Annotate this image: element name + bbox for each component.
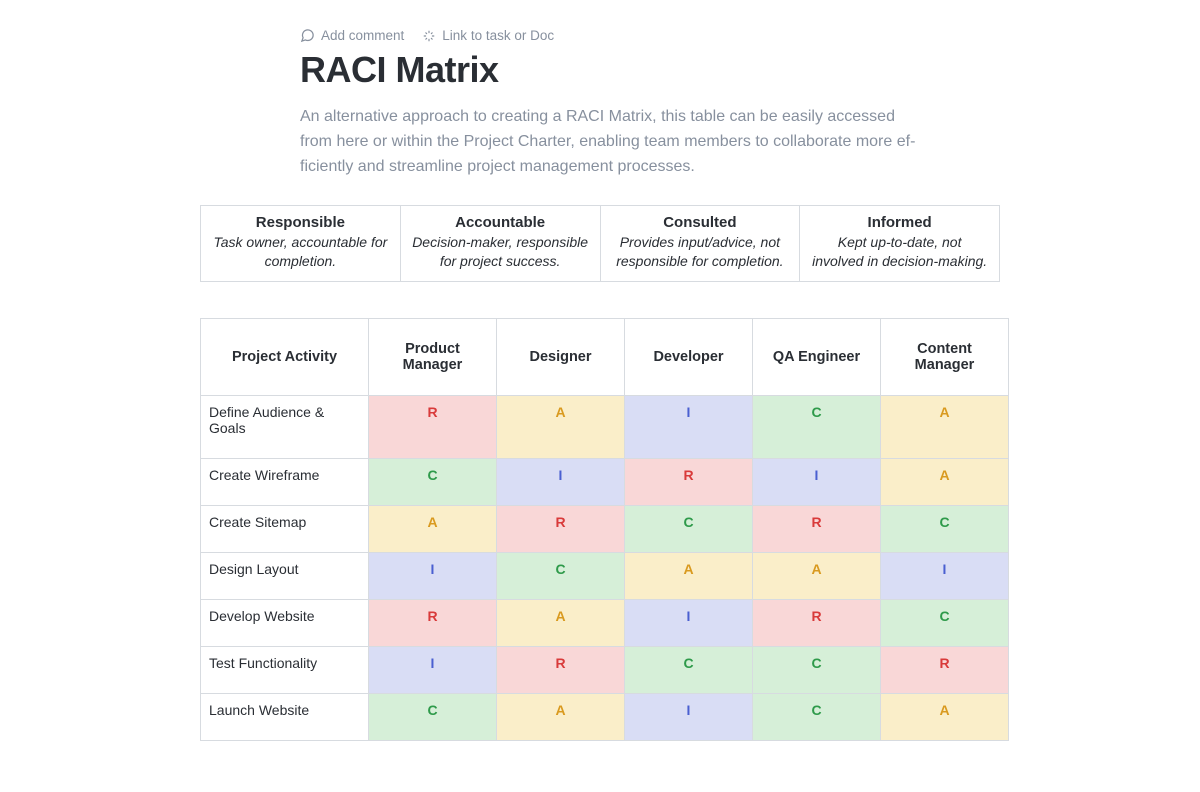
raci-cell: A [497, 694, 625, 741]
raci-cell: R [497, 506, 625, 553]
raci-activity: Define Audience & Goals [201, 396, 369, 459]
raci-cell: I [625, 396, 753, 459]
raci-cell: I [625, 600, 753, 647]
doc-toolbar: Add comment Link to task or Doc [300, 28, 1200, 43]
legend-cell: Accountable Decision-maker, responsible f… [400, 206, 600, 282]
raci-header-role: Designer [497, 319, 625, 396]
raci-activity: Launch Website [201, 694, 369, 741]
raci-cell: A [881, 694, 1009, 741]
raci-cell: R [753, 600, 881, 647]
raci-cell: A [881, 459, 1009, 506]
raci-activity: Design Layout [201, 553, 369, 600]
legend-title: Informed [810, 214, 989, 231]
link-task-button[interactable]: Link to task or Doc [422, 28, 554, 43]
page: Add comment Link to task or Doc RACI Mat… [0, 0, 1200, 741]
legend-description: Decision-maker, responsible for project … [411, 233, 590, 271]
raci-legend-table: Responsible Task owner, accountable for c… [200, 205, 1000, 282]
add-comment-label: Add comment [321, 28, 404, 43]
raci-cell: R [369, 396, 497, 459]
legend-description: Task owner, accountable for completion. [211, 233, 390, 271]
page-description: An alternative approach to creating a RA… [300, 105, 920, 179]
table-row: Launch WebsiteCAICA [201, 694, 1009, 741]
table-row: Define Audience & GoalsRAICA [201, 396, 1009, 459]
raci-cell: C [625, 647, 753, 694]
raci-cell: A [369, 506, 497, 553]
raci-cell: A [625, 553, 753, 600]
raci-cell: R [625, 459, 753, 506]
raci-cell: A [497, 600, 625, 647]
add-comment-button[interactable]: Add comment [300, 28, 404, 43]
legend-cell: Consulted Provides input/advice, not resp… [600, 206, 800, 282]
legend-cell: Informed Kept up-to-date, not involved in… [800, 206, 1000, 282]
legend-description: Provides input/advice, not responsible f… [611, 233, 790, 271]
raci-cell: C [753, 694, 881, 741]
raci-table: Project ActivityProduct ManagerDesignerD… [200, 318, 1009, 741]
raci-cell: A [881, 396, 1009, 459]
legend-title: Accountable [411, 214, 590, 231]
raci-cell: C [881, 506, 1009, 553]
table-row: Create SitemapARCRC [201, 506, 1009, 553]
raci-activity: Create Sitemap [201, 506, 369, 553]
raci-activity: Develop Website [201, 600, 369, 647]
raci-header-role: Content Manager [881, 319, 1009, 396]
legend-title: Responsible [211, 214, 390, 231]
raci-cell: C [497, 553, 625, 600]
legend-cell: Responsible Task owner, accountable for c… [201, 206, 401, 282]
raci-cell: A [753, 553, 881, 600]
raci-cell: I [625, 694, 753, 741]
raci-cell: C [625, 506, 753, 553]
raci-cell: C [881, 600, 1009, 647]
raci-cell: C [753, 647, 881, 694]
raci-cell: R [881, 647, 1009, 694]
raci-cell: A [497, 396, 625, 459]
raci-cell: C [369, 459, 497, 506]
link-task-label: Link to task or Doc [442, 28, 554, 43]
comment-icon [300, 28, 315, 43]
table-row: Create WireframeCIRIA [201, 459, 1009, 506]
raci-cell: I [881, 553, 1009, 600]
legend-title: Consulted [611, 214, 790, 231]
raci-cell: C [753, 396, 881, 459]
raci-cell: C [369, 694, 497, 741]
raci-activity: Create Wireframe [201, 459, 369, 506]
raci-cell: R [753, 506, 881, 553]
raci-cell: R [497, 647, 625, 694]
raci-header-role: Developer [625, 319, 753, 396]
page-title: RACI Matrix [300, 49, 1200, 91]
raci-header-role: QA Engineer [753, 319, 881, 396]
raci-header-activity: Project Activity [201, 319, 369, 396]
table-row: Test FunctionalityIRCCR [201, 647, 1009, 694]
table-row: Design LayoutICAAI [201, 553, 1009, 600]
legend-description: Kept up-to-date, not involved in decisio… [810, 233, 989, 271]
raci-cell: R [369, 600, 497, 647]
raci-cell: I [369, 553, 497, 600]
table-row: Develop WebsiteRAIRC [201, 600, 1009, 647]
raci-cell: I [497, 459, 625, 506]
raci-activity: Test Functionality [201, 647, 369, 694]
raci-header-role: Product Manager [369, 319, 497, 396]
sparkle-icon [422, 29, 436, 43]
raci-cell: I [753, 459, 881, 506]
raci-cell: I [369, 647, 497, 694]
